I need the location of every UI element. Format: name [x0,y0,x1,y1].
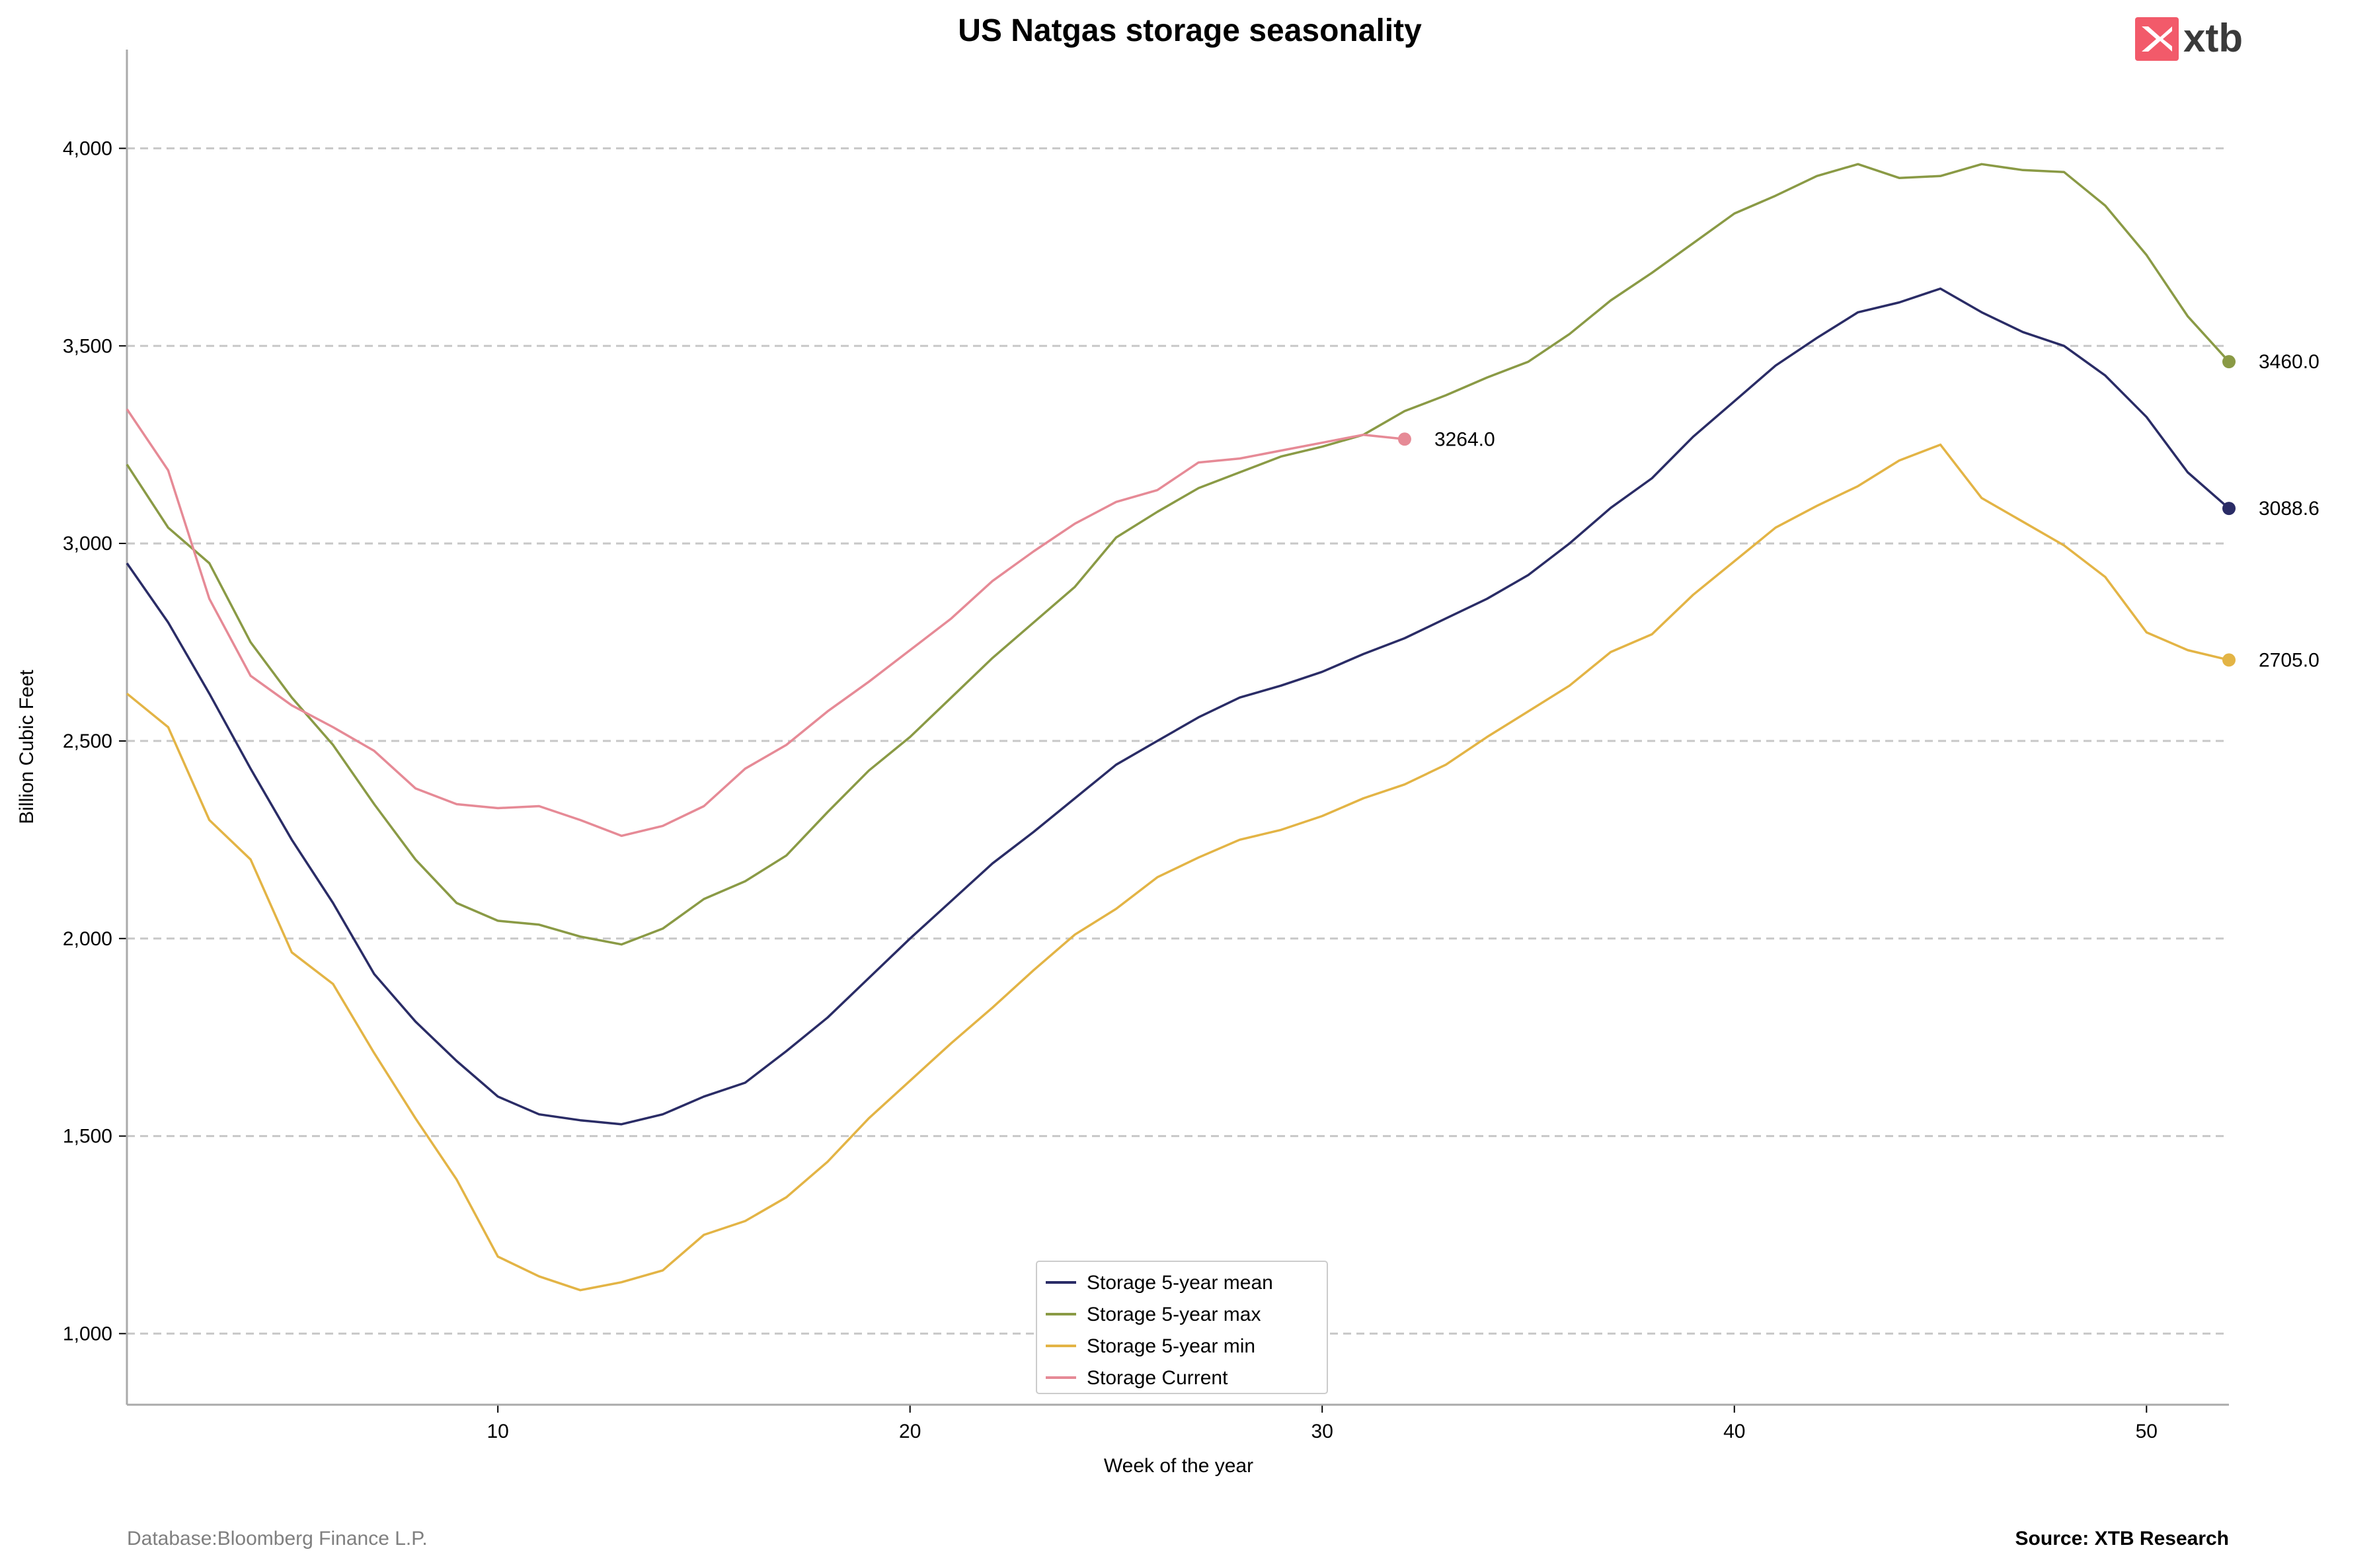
x-tick-label: 10 [487,1421,508,1442]
end-point-storage-5-year-mean [2222,502,2236,516]
legend-entry-label: Storage 5-year min [1087,1335,1255,1357]
xtb-logo: xtb [2135,16,2243,61]
series-line-storage-current [126,408,1405,838]
grid-lines [127,147,2229,1335]
end-value-label-storage-5-year-mean: 3088.6 [2259,498,2320,520]
x-tick-label: 40 [1723,1421,1745,1442]
legend-entry-label: Storage 5-year mean [1087,1272,1273,1294]
axes: 1,000 1,500 2,000 2,500 3,000 3,500 4,000 10 20 3… [63,50,2229,1442]
y-tick-label: 3,000 [63,533,112,555]
y-tick-label: 2,500 [63,730,112,752]
end-point-storage-current [1397,432,1411,446]
logo-glyph-icon [2142,26,2172,52]
y-tick-label: 2,000 [63,928,112,950]
footer-database: Database:Bloomberg Finance L.P. [127,1528,428,1549]
chart-title: US Natgas storage seasonality [958,13,1422,48]
x-tick-label: 20 [899,1421,921,1442]
y-tick-label: 1,000 [63,1323,112,1345]
series-line-storage-5-year-min [126,443,2230,1292]
x-tick-label: 50 [2136,1421,2158,1442]
y-tick-label: 3,500 [63,335,112,357]
legend-entry-label: Storage Current [1087,1367,1228,1389]
end-point-storage-5-year-max [2222,355,2236,369]
series-line-storage-5-year-mean [126,287,2230,1126]
end-markers: 3088.6 3460.0 2705.0 3264.0 [1397,351,2320,671]
footer-source: Source: XTB Research [2015,1528,2229,1549]
end-value-label-storage-5-year-min: 2705.0 [2259,649,2320,671]
logo-text: xtb [2183,16,2243,60]
x-axis-label: Week of the year [1104,1455,1253,1477]
series-lines [126,163,2230,1292]
end-point-storage-5-year-min [2222,653,2236,667]
y-tick-label: 4,000 [63,137,112,159]
end-value-label-storage-5-year-max: 3460.0 [2259,351,2320,373]
series-line-storage-5-year-max [126,163,2230,946]
legend-entry-label: Storage 5-year max [1087,1304,1261,1325]
x-tick-label: 30 [1311,1421,1333,1442]
end-value-label-storage-current: 3264.0 [1434,428,1495,450]
y-tick-label: 1,500 [63,1126,112,1148]
y-axis-label: Billion Cubic Feet [16,670,38,824]
legend-box [1036,1261,1328,1394]
legend: Storage 5-year mean Storage 5-year max Sto… [1036,1261,1328,1394]
